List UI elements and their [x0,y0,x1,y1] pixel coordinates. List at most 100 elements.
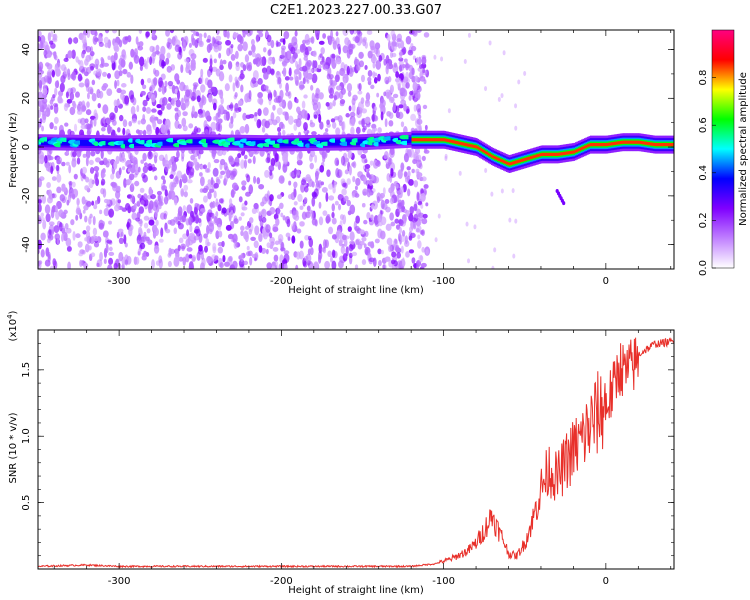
noise-speckle [234,156,240,166]
ridge-band [107,140,109,147]
noise-speckle [298,58,302,68]
noise-speckle [213,159,220,164]
noise-speckle [407,188,411,197]
noise-speckle [421,56,427,65]
noise-speckle [211,212,215,219]
noise-speckle [302,77,306,85]
noise-speckle [412,30,418,37]
noise-speckle [330,256,333,263]
noise-speckle [376,196,381,203]
noise-speckle [380,249,384,255]
spectrogram-y-tick-label: -20 [21,188,32,204]
noise-speckle [168,247,172,257]
noise-speckle [61,225,66,236]
ridge-band [545,152,547,156]
noise-speckle [415,104,419,110]
noise-speckle [85,45,92,53]
noise-speckle [301,65,308,72]
noise-speckle [342,121,346,132]
noise-speckle [117,199,122,204]
ridge-band [417,138,420,142]
noise-speckle [388,120,394,127]
ridge-band [440,138,442,142]
noise-speckle [228,155,234,163]
ridge-band [533,155,535,159]
ridge-band [588,143,591,147]
noise-speckle [297,193,303,203]
noise-speckle [143,193,148,201]
noise-speckle [165,228,171,234]
noise-speckle [291,235,296,244]
noise-speckle [362,188,368,196]
noise-speckle [217,89,223,95]
noise-speckle [345,113,350,118]
noise-speckle [339,169,343,178]
noise-speckle [52,94,56,99]
ridge-band [105,140,108,147]
noise-speckle [364,159,368,164]
noise-speckle [497,96,501,102]
noise-speckle [361,259,367,265]
noise-speckle [391,251,397,258]
noise-speckle [319,121,324,130]
noise-speckle [395,71,400,78]
noise-speckle [122,127,126,136]
noise-speckle [270,68,275,76]
noise-speckle [267,91,273,102]
ridge-band [492,155,495,159]
noise-speckle [86,101,90,108]
noise-speckle [374,42,381,50]
colorbar-tick-label: 0.0 [698,260,709,276]
noise-speckle [67,50,73,59]
noise-speckle [310,210,314,220]
noise-speckle [315,170,319,180]
noise-speckle [254,58,259,65]
noise-speckle [403,171,408,178]
ridge-band [650,142,652,146]
noise-speckle [211,150,217,155]
noise-speckle [94,173,98,181]
noise-speckle [80,124,87,130]
noise-speckle [233,241,238,249]
ridge-band [380,138,382,145]
colorbar-tick-label: 0.2 [698,212,709,228]
noise-speckle [301,100,306,109]
noise-speckle [421,218,428,225]
noise-speckle [98,41,104,47]
noise-speckle [257,78,263,85]
noise-speckle [278,121,284,129]
noise-speckle [218,52,222,59]
noise-speckle [332,79,336,90]
noise-speckle [63,209,68,215]
noise-speckle [180,174,187,180]
noise-speckle [161,85,166,95]
noise-speckle [345,246,349,257]
noise-speckle [84,215,88,223]
noise-speckle [217,242,224,247]
ridge-band [461,142,463,146]
noise-speckle [215,35,222,42]
noise-speckle [278,102,284,107]
noise-speckle [411,257,416,264]
noise-speckle [53,51,57,60]
noise-speckle [370,84,375,90]
ridge-band [647,141,649,146]
noise-speckle [276,206,281,216]
noise-speckle [217,246,224,254]
noise-speckle [66,98,73,104]
ridge-band [662,143,664,147]
noise-speckle [266,89,271,94]
noise-speckle [82,153,87,158]
noise-speckle [149,45,155,53]
noise-speckle [167,123,171,131]
noise-speckle [422,213,428,219]
ridge-band [423,138,426,142]
noise-speckle [360,154,367,159]
noise-speckle [344,157,350,163]
ridge-band [339,139,342,146]
ridge-blob [562,201,566,206]
noise-speckle [244,200,248,206]
noise-speckle [290,46,296,55]
noise-speckle [160,227,164,238]
noise-speckle [349,30,355,35]
